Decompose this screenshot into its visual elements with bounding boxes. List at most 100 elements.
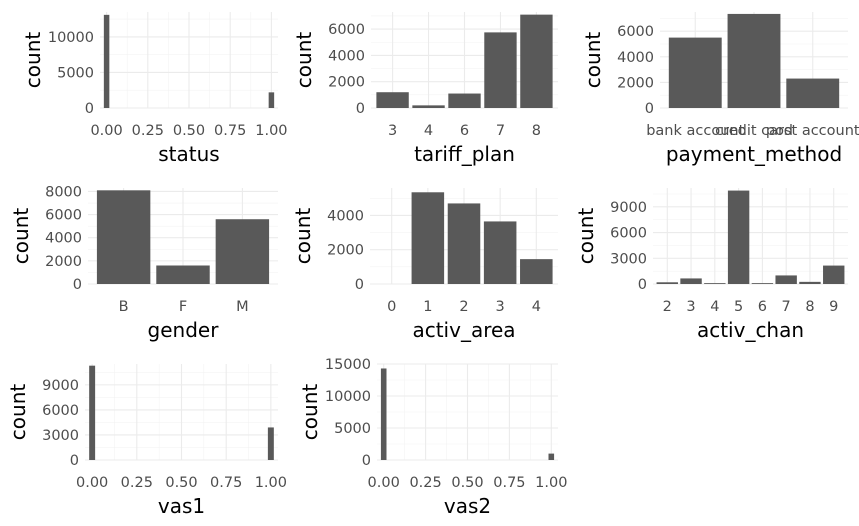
y-tick-label: 15000: [325, 357, 371, 373]
x-tick-label: 8: [532, 123, 541, 139]
x-tick-label: post account: [766, 123, 859, 139]
bar: [775, 275, 797, 284]
x-tick-label: 1.00: [255, 123, 287, 139]
x-tick-label: 4: [710, 299, 719, 315]
bar: [727, 190, 750, 284]
x-axis-title: payment_method: [666, 142, 842, 166]
y-axis-title: count: [292, 32, 316, 89]
bar: [823, 265, 845, 284]
y-tick-label: 9000: [610, 200, 647, 216]
x-tick-label: bank account: [646, 123, 744, 139]
x-axis-title: status: [158, 142, 219, 166]
y-tick-label: 0: [73, 277, 82, 293]
x-tick-label: 0.00: [368, 475, 400, 491]
x-tick-label: 4: [532, 299, 541, 315]
x-axis-title: vas2: [444, 494, 491, 518]
bar: [786, 78, 840, 108]
y-tick-label: 6000: [328, 22, 365, 38]
y-axis-title: count: [581, 32, 605, 89]
x-tick-label: 3: [388, 123, 397, 139]
y-tick-label: 2000: [327, 243, 364, 259]
y-axis-title: count: [298, 384, 322, 441]
y-tick-label: 4000: [327, 208, 364, 224]
bar: [704, 283, 726, 284]
x-axis-title: activ_chan: [697, 318, 804, 342]
y-tick-label: 0: [70, 453, 79, 469]
x-tick-label: M: [236, 299, 249, 315]
bar: [215, 219, 270, 284]
y-tick-label: 2000: [45, 254, 82, 270]
x-tick-label: 0.00: [76, 475, 108, 491]
bar: [483, 221, 517, 284]
y-tick-label: 10000: [325, 389, 371, 405]
x-tick-label: 2: [663, 299, 672, 315]
x-tick-label: 7: [496, 123, 505, 139]
x-axis-title: activ_area: [412, 318, 515, 342]
y-tick-label: 4000: [45, 231, 82, 247]
y-axis-title: count: [291, 208, 315, 265]
x-tick-label: F: [179, 299, 187, 315]
y-tick-label: 2000: [617, 75, 654, 91]
y-tick-label: 0: [356, 101, 365, 117]
bar: [520, 14, 553, 109]
y-tick-label: 6000: [610, 226, 647, 242]
x-tick-label: 0.75: [214, 123, 246, 139]
bar: [156, 265, 210, 284]
bar: [448, 93, 481, 108]
x-tick-label: 0: [387, 299, 396, 315]
y-tick-label: 0: [362, 453, 371, 469]
bar: [411, 192, 445, 284]
panel-tariff_plan: 0 2000 4000 6000 3 4 6 7 8 tariff_plan count: [292, 12, 558, 166]
bar: [89, 365, 96, 460]
x-tick-label: B: [119, 299, 129, 315]
x-tick-label: 7: [782, 299, 791, 315]
y-axis-title: count: [6, 384, 30, 441]
x-tick-label: 0.00: [90, 123, 122, 139]
bar: [484, 32, 517, 108]
y-tick-label: 9000: [42, 378, 79, 394]
x-axis-title: tariff_plan: [414, 142, 515, 166]
x-tick-label: 3: [686, 299, 695, 315]
bar: [268, 92, 275, 108]
x-tick-label: 5: [734, 299, 743, 315]
bar: [520, 259, 553, 284]
y-tick-label: 4000: [617, 50, 654, 66]
y-tick-label: 4000: [328, 48, 365, 64]
x-tick-label: 6: [460, 123, 469, 139]
x-tick-label: 0.50: [165, 475, 197, 491]
panel-activ_area: 0 2000 4000 0 1 2 3 4 activ_area count: [291, 188, 558, 342]
y-tick-label: 3000: [610, 251, 647, 267]
y-tick-label: 6000: [617, 24, 654, 40]
bar: [103, 14, 110, 108]
x-tick-label: 0.50: [451, 475, 483, 491]
y-tick-label: 5000: [334, 421, 371, 437]
x-tick-label: 0.25: [132, 123, 164, 139]
x-tick-label: 2: [459, 299, 468, 315]
x-tick-label: 8: [805, 299, 814, 315]
bar: [548, 453, 555, 460]
y-axis-title: count: [9, 208, 33, 265]
y-tick-label: 0: [355, 277, 364, 293]
y-axis-title: count: [21, 32, 45, 89]
y-tick-label: 2000: [328, 75, 365, 91]
x-tick-label: credit card: [715, 123, 793, 139]
x-tick-label: 0.25: [121, 475, 153, 491]
bar: [447, 203, 481, 284]
bar: [380, 368, 387, 460]
x-tick-label: 1: [423, 299, 432, 315]
x-tick-label: 0.75: [493, 475, 525, 491]
bar: [727, 13, 781, 109]
x-tick-label: 0.75: [210, 475, 242, 491]
panel-activ_chan: 0 3000 6000 9000 2 3 4 5 6 7 8 9 activ_chan count: [574, 188, 848, 342]
bar: [412, 105, 445, 108]
y-tick-label: 6000: [42, 403, 79, 419]
y-tick-label: 0: [638, 277, 647, 293]
y-tick-label: 3000: [42, 428, 79, 444]
bar: [96, 190, 151, 284]
panel-vas2: 0 5000 10000 15000 0.00 0.25 0.50 0.75 1.00 vas2 c…: [298, 357, 567, 518]
y-tick-label: 8000: [45, 184, 82, 200]
y-axis-title: count: [574, 208, 598, 265]
